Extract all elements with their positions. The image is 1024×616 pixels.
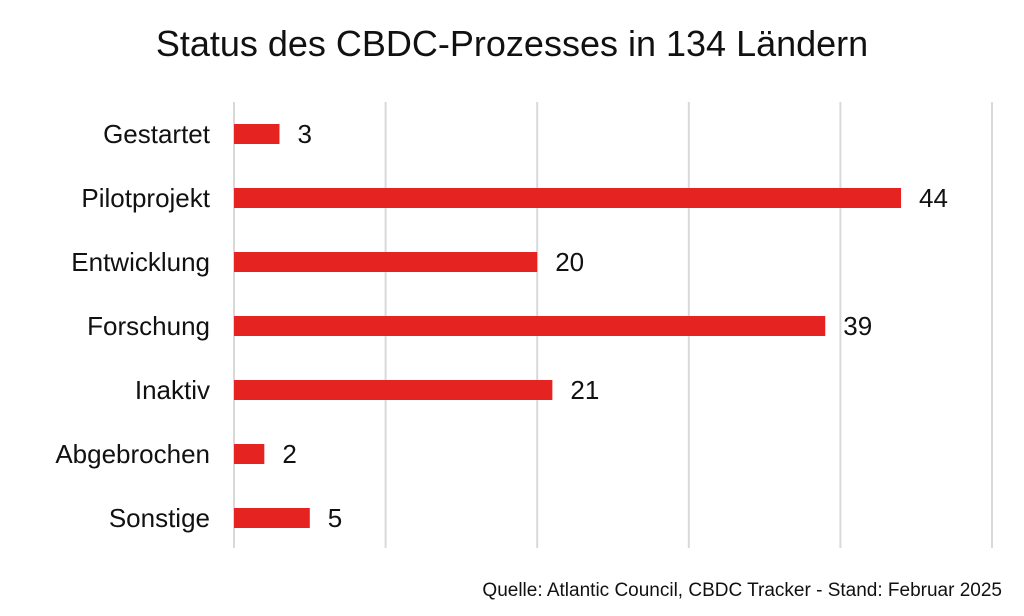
bar — [234, 508, 310, 528]
bar — [234, 316, 826, 336]
bar — [234, 124, 280, 144]
value-label: 3 — [297, 119, 311, 149]
bar — [234, 380, 553, 400]
value-label: 2 — [282, 439, 296, 469]
value-label: 44 — [919, 183, 948, 213]
value-label: 5 — [328, 503, 342, 533]
category-label: Entwicklung — [71, 247, 210, 277]
category-label: Sonstige — [109, 503, 210, 533]
category-label: Forschung — [87, 311, 210, 341]
bar — [234, 252, 538, 272]
value-label: 20 — [555, 247, 584, 277]
category-label: Inaktiv — [135, 375, 210, 405]
category-label: Gestartet — [103, 119, 211, 149]
bars — [234, 124, 902, 528]
value-label: 21 — [570, 375, 599, 405]
category-label: Pilotprojekt — [81, 183, 210, 213]
category-labels: Gestartet Pilotprojekt Entwicklung Forschun… — [55, 119, 210, 533]
chart-title: Status des CBDC-Prozesses in 134 Ländern — [156, 23, 868, 64]
bar — [234, 444, 265, 464]
value-labels: 3 44 20 39 21 2 5 — [282, 119, 948, 533]
value-label: 39 — [843, 311, 872, 341]
source-note: Quelle: Atlantic Council, CBDC Tracker -… — [482, 580, 1002, 601]
bar — [234, 188, 902, 208]
category-label: Abgebrochen — [55, 439, 210, 469]
